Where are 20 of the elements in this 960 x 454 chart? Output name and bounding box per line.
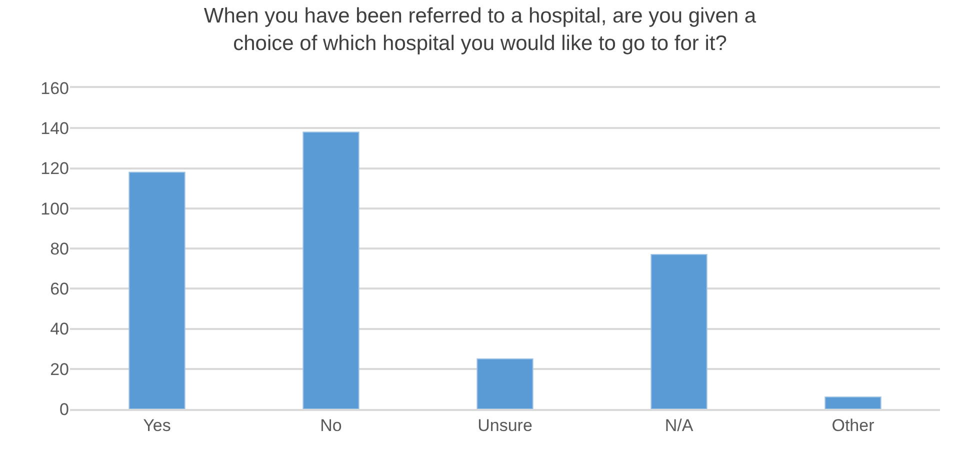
x-tick-label: Unsure (478, 416, 532, 436)
x-tick-label: No (320, 416, 342, 436)
bar (476, 358, 534, 409)
y-tick-label: 120 (40, 159, 69, 178)
y-tick-label: 0 (60, 400, 69, 419)
y-tick-label: 140 (40, 119, 69, 138)
y-tick-label: 100 (40, 199, 69, 218)
y-tick-label: 20 (50, 360, 69, 379)
y-tick-label: 160 (40, 78, 69, 98)
bar (650, 254, 708, 409)
x-tick-label: N/A (664, 416, 694, 436)
x-tick-label: Yes (143, 416, 171, 436)
bar (128, 172, 186, 409)
y-tick-label: 60 (50, 280, 69, 299)
bar (302, 132, 360, 409)
y-tick-label: 40 (50, 320, 69, 339)
chart-title: When you have been referred to a hospital, are you given a choice of which hospital you would like to go to for it? (204, 4, 756, 55)
bar (824, 396, 882, 409)
x-tick-label: Other (832, 416, 875, 436)
y-tick-label: 80 (50, 239, 69, 258)
